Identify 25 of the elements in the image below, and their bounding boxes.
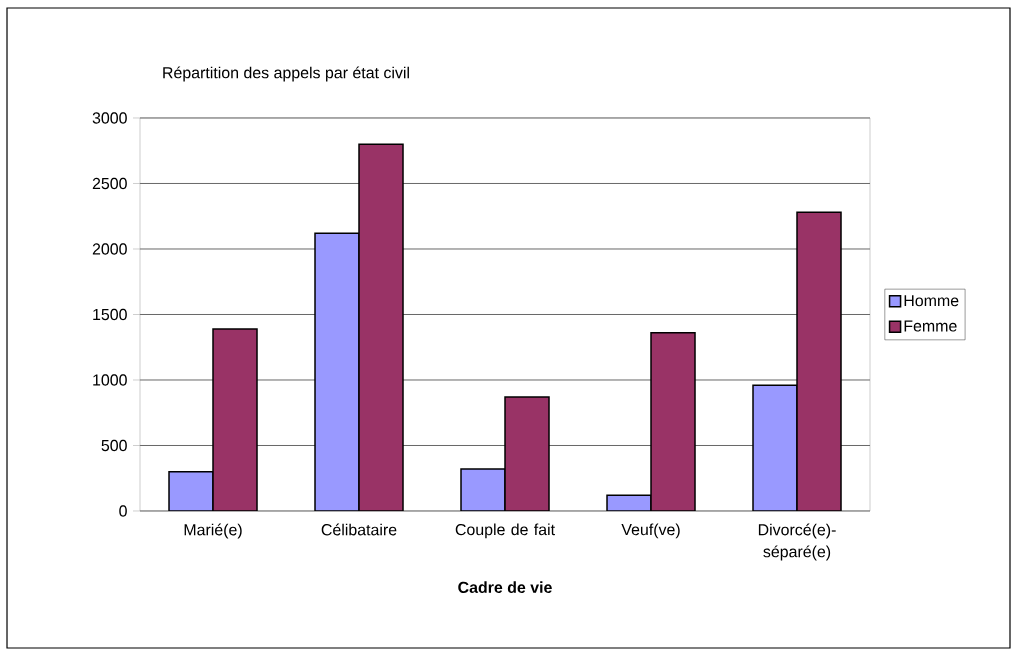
bar xyxy=(752,384,798,511)
legend-label: Femme xyxy=(904,320,957,332)
bar xyxy=(650,332,696,511)
legend-label: Homme xyxy=(904,295,959,307)
bar xyxy=(504,396,550,511)
x-axis-title: Cadre de vie xyxy=(458,581,552,593)
x-tick-label: Célibataire xyxy=(321,523,397,536)
y-tick-label: 2500 xyxy=(92,177,127,190)
bar xyxy=(314,232,360,511)
y-tick-label: 0 xyxy=(119,505,127,517)
x-tick-label: Couple de fait xyxy=(455,523,555,539)
bar xyxy=(168,470,214,511)
bar xyxy=(460,468,506,511)
bar xyxy=(358,143,404,511)
y-tick-label: 500 xyxy=(101,439,127,452)
chart-title: Répartition des appels par état civil xyxy=(163,66,409,82)
x-tick-label: Divorcé(e)-séparé(e) xyxy=(758,523,836,561)
y-tick-label: 1000 xyxy=(93,374,127,386)
x-tick-label: Veuf(ve) xyxy=(621,523,680,539)
y-tick-label: 2000 xyxy=(92,243,127,255)
y-tick-label: 3000 xyxy=(92,112,127,124)
x-tick-label: Marié(e) xyxy=(184,523,242,539)
bar xyxy=(212,328,258,511)
y-tick-label: 1500 xyxy=(93,308,127,321)
bar xyxy=(796,211,842,511)
